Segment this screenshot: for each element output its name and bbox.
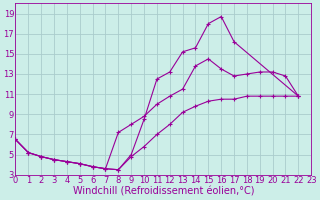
X-axis label: Windchill (Refroidissement éolien,°C): Windchill (Refroidissement éolien,°C) [73, 187, 254, 197]
